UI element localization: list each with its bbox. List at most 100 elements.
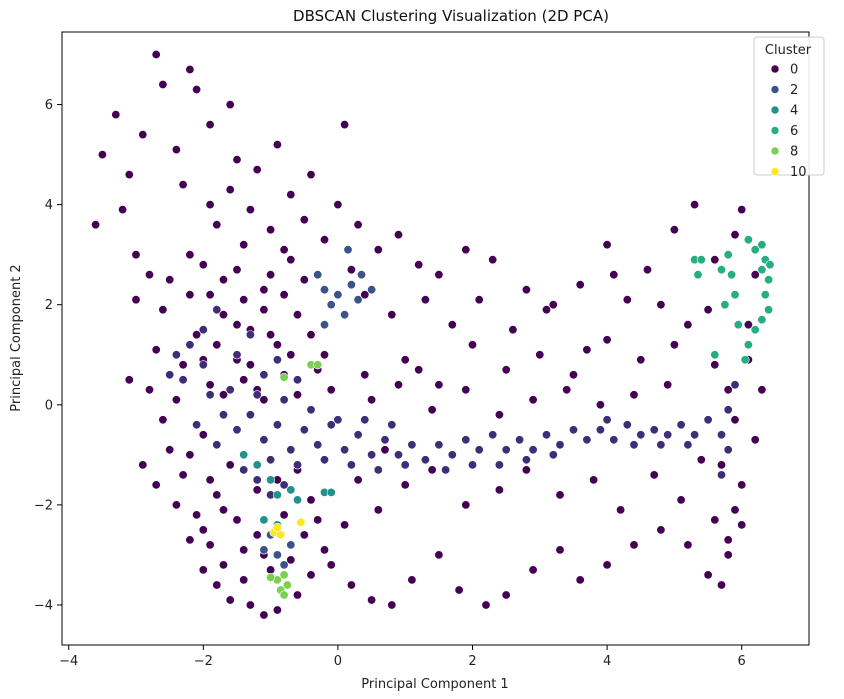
point-cluster-6-7: [720, 300, 730, 310]
point-cluster--1-71: [683, 540, 693, 550]
point-cluster--1-33: [710, 255, 720, 265]
point-cluster--1-43: [138, 460, 148, 470]
point-cluster-0-8: [286, 445, 296, 455]
point-cluster--1-23: [461, 245, 471, 255]
point-cluster-0-79: [548, 450, 558, 460]
point-cluster-2-10: [319, 320, 329, 330]
point-cluster--1-103: [286, 255, 296, 265]
point-cluster-0-45: [178, 375, 188, 385]
point-cluster--1-74: [723, 535, 733, 545]
point-cluster--1-107: [192, 330, 202, 340]
point-cluster-0-46: [192, 420, 202, 430]
legend-marker-10: [770, 167, 780, 176]
point-cluster--1-61: [434, 550, 444, 560]
points-layer: [91, 49, 775, 620]
point-cluster--1-184: [198, 260, 208, 270]
point-cluster-2-6: [353, 295, 363, 305]
point-cluster--1-156: [380, 445, 390, 455]
point-cluster--1-5: [158, 80, 168, 90]
point-cluster-0-74: [165, 370, 175, 380]
point-cluster-0-75: [602, 415, 612, 425]
point-cluster--1-212: [239, 545, 249, 555]
point-cluster-8-8: [266, 572, 276, 582]
point-cluster--1-16: [340, 120, 350, 130]
point-cluster-2-0: [313, 270, 323, 280]
point-cluster--1-123: [461, 500, 471, 510]
point-cluster--1-64: [501, 590, 511, 600]
point-cluster-10-1: [276, 530, 286, 540]
point-cluster--1-142: [326, 385, 336, 395]
point-cluster--1-106: [272, 340, 282, 350]
point-cluster--1-2: [124, 170, 134, 180]
plot-frame: [61, 31, 810, 646]
point-cluster--1-92: [367, 395, 377, 405]
point-cluster--1-83: [669, 340, 679, 350]
point-cluster-0-37: [676, 420, 686, 430]
point-cluster--1-124: [494, 485, 504, 495]
chart-title: DBSCAN Clustering Visualization (2D PCA): [293, 7, 609, 25]
point-cluster--1-165: [683, 320, 693, 330]
point-cluster--1-59: [387, 600, 397, 610]
point-cluster--1-178: [299, 215, 309, 225]
point-cluster--1-187: [259, 305, 269, 315]
point-cluster--1-12: [252, 165, 262, 175]
point-cluster-0-40: [716, 430, 726, 440]
point-cluster-0-51: [266, 455, 276, 465]
point-cluster-0-33: [622, 420, 632, 430]
point-cluster-0-16: [393, 450, 403, 460]
point-cluster--1-129: [649, 470, 659, 480]
point-cluster-2-9: [367, 285, 377, 295]
point-cluster--1-180: [346, 265, 356, 275]
point-cluster--1-29: [622, 295, 632, 305]
point-cluster--1-3: [138, 130, 148, 140]
point-cluster--1-80: [757, 385, 767, 395]
point-cluster--1-146: [165, 445, 175, 455]
point-cluster-0-81: [494, 460, 504, 470]
point-cluster-0-39: [703, 415, 713, 425]
point-cluster-0-83: [441, 465, 451, 475]
y-tick-label: −2: [34, 498, 53, 513]
point-cluster--1-87: [535, 350, 545, 360]
point-cluster-0-23: [488, 430, 498, 440]
legend-title: Cluster: [765, 43, 812, 58]
point-cluster--1-215: [313, 515, 323, 525]
point-cluster--1-152: [266, 565, 276, 575]
point-cluster--1-51: [245, 600, 255, 610]
legend-label-0: 0: [790, 63, 798, 78]
point-cluster-4-3: [272, 490, 282, 500]
point-cluster--1-130: [676, 495, 686, 505]
point-cluster--1-67: [575, 575, 585, 585]
point-cluster-0-42: [730, 380, 740, 390]
point-cluster--1-84: [636, 355, 646, 365]
point-cluster-6-17: [750, 325, 760, 335]
point-cluster--1-62: [454, 585, 464, 595]
point-cluster--1-200: [259, 395, 269, 405]
point-cluster--1-53: [272, 605, 282, 615]
point-cluster-4-9: [326, 487, 336, 497]
point-cluster-0-41: [723, 405, 733, 415]
point-cluster-0-27: [541, 430, 551, 440]
point-cluster--1-0: [97, 150, 107, 160]
point-cluster-4-5: [292, 495, 302, 505]
point-cluster--1-175: [245, 205, 255, 215]
point-cluster--1-20: [393, 230, 403, 240]
point-cluster--1-4: [151, 49, 161, 59]
point-cluster-0-57: [346, 460, 356, 470]
point-cluster-0-32: [609, 435, 619, 445]
point-cluster--1-174: [178, 180, 188, 190]
point-cluster--1-108: [178, 360, 188, 370]
y-axis-ticks: −4 −2 0 2 4 6: [34, 98, 62, 613]
point-cluster--1-34: [730, 230, 740, 240]
point-cluster--1-168: [750, 435, 760, 445]
point-cluster-8-0: [279, 372, 289, 382]
point-cluster--1-169: [723, 550, 733, 560]
point-cluster-0-0: [185, 340, 195, 350]
point-cluster--1-162: [582, 345, 592, 355]
point-cluster-2-15: [279, 560, 289, 570]
x-axis-label: Principal Component 1: [361, 677, 508, 692]
point-cluster--1-214: [286, 555, 296, 565]
point-cluster--1-182: [387, 310, 397, 320]
point-cluster-2-12: [272, 550, 282, 560]
point-cluster--1-118: [306, 495, 316, 505]
